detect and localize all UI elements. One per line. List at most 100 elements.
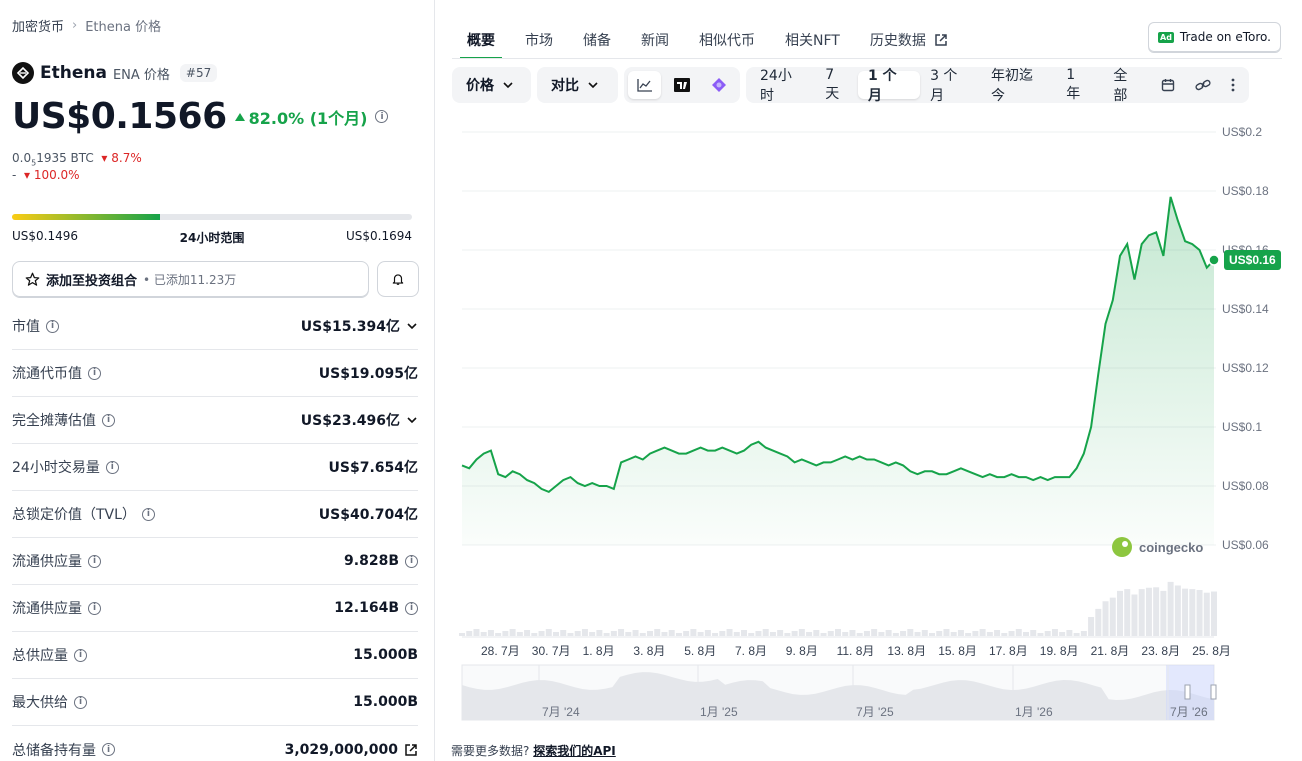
info-icon[interactable]: i [405, 601, 418, 615]
chevron-down-icon[interactable] [406, 414, 418, 426]
info-icon[interactable]: i [88, 601, 101, 615]
tab-markets[interactable]: 市场 [525, 33, 553, 49]
more-options-icon[interactable] [1221, 71, 1245, 99]
volume-bar [697, 632, 704, 636]
info-icon[interactable]: i [141, 507, 155, 521]
stat-label: 总供应量 [12, 648, 68, 664]
stat-label: 流通供应量 [12, 601, 82, 617]
volume-bar [545, 629, 552, 636]
star-icon [25, 272, 40, 286]
range-high: US$0.1694 [345, 229, 412, 243]
tab-similar-coins[interactable]: 相似代币 [699, 33, 755, 49]
add-to-portfolio-button[interactable]: 添加至投资组合 • 已添加11.23万 [12, 261, 369, 297]
volume-bar [661, 632, 668, 636]
info-icon[interactable]: i [105, 460, 119, 474]
volume-bar [835, 629, 841, 636]
overview-handle-right [1210, 684, 1217, 700]
range-7d[interactable]: 7天 [825, 67, 840, 102]
volume-bar [914, 632, 921, 636]
x-tick-label: 5. 8月 [684, 644, 716, 658]
api-footer: 需要更多数据? 探索我们的API [451, 742, 616, 759]
btc-price-suffix: 1935 BTC [36, 151, 94, 165]
stat-value: US$23.496亿 [300, 413, 400, 429]
volume-bar [820, 633, 827, 636]
volume-bar [502, 631, 509, 636]
info-icon[interactable]: i [102, 413, 115, 427]
info-icon[interactable]: i [88, 366, 101, 380]
tab-reserves[interactable]: 储备 [583, 33, 611, 49]
volume-bar [769, 632, 776, 636]
line-chart-icon[interactable] [628, 71, 662, 99]
volume-bar [907, 629, 914, 636]
info-icon[interactable]: i [405, 554, 418, 568]
ad-badge: Ad [1158, 31, 1174, 43]
stat-value: 15.000B [353, 694, 418, 710]
tab-news[interactable]: 新闻 [641, 33, 669, 49]
stat-label: 流通供应量 [12, 554, 82, 570]
stat-value: 15.000B [353, 647, 418, 663]
info-icon[interactable]: i [102, 743, 115, 756]
volume-bar [1138, 589, 1145, 636]
overview-label: 7月 '24 [542, 705, 580, 719]
volume-bar [1030, 630, 1037, 636]
btc-price-prefix: 0.0 [12, 151, 32, 165]
volume-bar [719, 631, 726, 636]
volume-bar [487, 630, 494, 636]
chevron-down-icon[interactable] [406, 320, 418, 332]
info-icon[interactable]: i [74, 695, 87, 709]
stat-value: 12.164B [334, 600, 399, 616]
volume-bar [466, 631, 473, 636]
range-1y[interactable]: 1 年 [1066, 67, 1081, 102]
volume-bar [1145, 587, 1152, 636]
volume-bar [1160, 590, 1167, 636]
volume-bar [849, 630, 856, 636]
stat-row: 流通代币值 i US$19.095亿 [12, 350, 418, 397]
volume-bar [726, 629, 733, 636]
volume-bar [567, 633, 574, 636]
volume-bar [979, 629, 986, 636]
range-24h-fill [12, 214, 160, 220]
volume-bar [827, 631, 834, 636]
x-tick-label: 21. 8月 [1091, 644, 1130, 658]
volume-bar [1109, 597, 1116, 636]
info-icon[interactable]: i [375, 110, 389, 123]
eth-change-value: 100.0% [33, 168, 80, 182]
tab-historical-data[interactable]: 历史数据 [855, 24, 963, 58]
info-icon[interactable]: i [88, 554, 101, 568]
range-24h-bar [12, 214, 412, 220]
volume-bar [921, 630, 928, 636]
breadcrumb-root[interactable]: 加密货币 [12, 20, 65, 35]
x-tick-label: 9. 8月 [786, 644, 818, 658]
overview-label: 7月 '26 [1170, 705, 1208, 719]
price-area [462, 196, 1214, 545]
volume-bar [516, 632, 523, 636]
volume-bar [755, 631, 762, 636]
price-dropdown[interactable]: 价格 [452, 67, 531, 103]
external-link-icon[interactable] [404, 743, 418, 757]
volume-bar [936, 631, 943, 636]
volume-bar [654, 629, 661, 636]
tradingview-icon[interactable] [665, 71, 698, 99]
info-icon[interactable]: i [46, 319, 59, 333]
volume-bar [1088, 617, 1095, 636]
volume-bar [618, 629, 625, 636]
stat-label: 最大供给 [12, 695, 68, 711]
etoro-ad-button[interactable]: Ad Trade on eToro. [1148, 22, 1281, 52]
tab-related-nft[interactable]: 相关NFT [785, 33, 840, 49]
info-icon[interactable]: i [74, 648, 87, 662]
eth-change: ▾ 100.0% [20, 168, 80, 182]
compare-dropdown[interactable]: 对比 [537, 67, 618, 103]
price-alert-button[interactable] [377, 261, 419, 297]
volume-bar [733, 632, 740, 636]
explore-api-link[interactable]: 探索我们的API [533, 744, 616, 758]
overview-label: 7月 '25 [856, 705, 894, 719]
volume-bar [610, 631, 617, 636]
calendar-icon[interactable] [1151, 71, 1185, 99]
time-range-group: 24小时 7天 1 个月 3 个月 年初迄今 1 年 全部 [746, 67, 1249, 104]
x-tick-label: 19. 8月 [1040, 644, 1079, 658]
geckoterminal-icon[interactable] [703, 71, 736, 99]
eth-price: - ▾ 100.0% [12, 168, 80, 182]
price-chart[interactable]: US$0.2 US$0.18 US$0.16 US$0.14 US$0.12 US$0.1… [0, 0, 1302, 740]
btc-change-value: 8.7% [111, 151, 142, 165]
share-link-icon[interactable] [1185, 71, 1221, 99]
